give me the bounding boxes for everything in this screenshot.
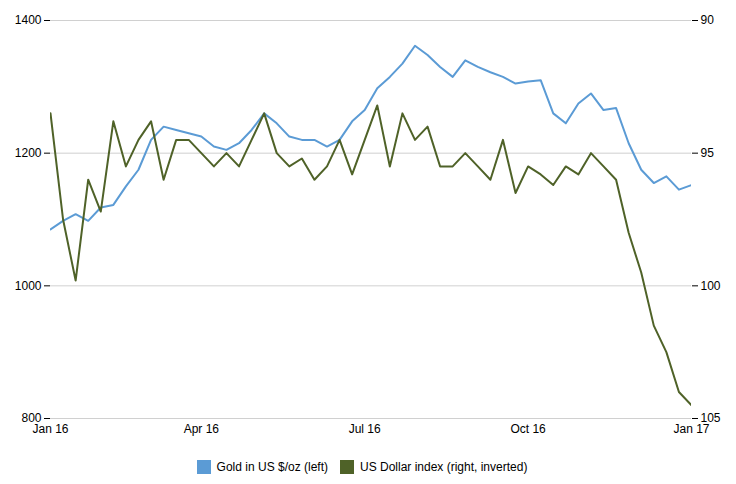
svg-text:Jan 17: Jan 17 bbox=[673, 422, 710, 436]
svg-text:1400: 1400 bbox=[15, 13, 42, 27]
svg-text:800: 800 bbox=[21, 411, 41, 425]
svg-text:Oct 16: Oct 16 bbox=[510, 422, 546, 436]
svg-text:Apr 16: Apr 16 bbox=[184, 422, 220, 436]
svg-text:105: 105 bbox=[701, 411, 721, 425]
html-text:Gold in US $/oz (left): Gold in US $/oz (left) bbox=[216, 459, 328, 474]
svg-text:Jul 16: Jul 16 bbox=[349, 422, 381, 436]
svg-text:100: 100 bbox=[701, 279, 721, 293]
svg-text:1000: 1000 bbox=[15, 279, 42, 293]
svg-text:Jan 16: Jan 16 bbox=[32, 422, 69, 436]
svg-text:1200: 1200 bbox=[15, 146, 42, 160]
svg-text:95: 95 bbox=[701, 146, 715, 160]
svg-text:90: 90 bbox=[701, 13, 715, 27]
html-text:US Dollar index (right, invert: US Dollar index (right, inverted) bbox=[360, 459, 528, 474]
